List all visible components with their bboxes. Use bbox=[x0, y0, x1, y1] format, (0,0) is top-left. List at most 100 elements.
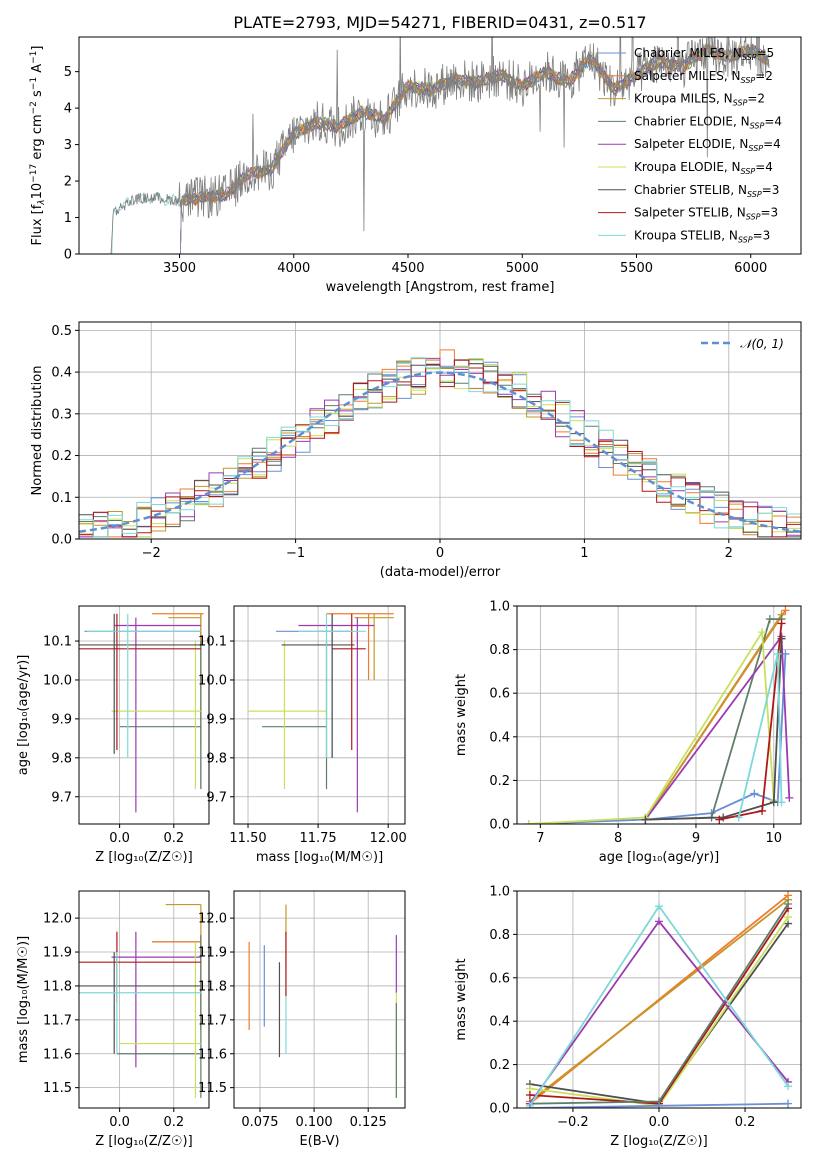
x-tick-label: 0.125 bbox=[350, 1115, 387, 1130]
errorbar-chabrier_elodie bbox=[119, 641, 202, 789]
series-marker bbox=[758, 628, 767, 637]
errorbar-salpeter_elodie bbox=[111, 931, 201, 1068]
series-marker bbox=[715, 815, 724, 824]
series-marker bbox=[655, 1101, 663, 1108]
x-tick-label: 10 bbox=[765, 831, 782, 846]
series-marker bbox=[734, 813, 743, 822]
x-tick-label: 12.00 bbox=[370, 831, 407, 846]
y-axis-label-part: λ bbox=[37, 199, 47, 205]
plot-area-residuals bbox=[79, 349, 801, 539]
y-tick-label: 0.4 bbox=[51, 366, 72, 381]
y-axis-label-part: −1 bbox=[29, 77, 39, 90]
series-line bbox=[644, 633, 791, 821]
y-tick-label: 0.4 bbox=[489, 730, 510, 745]
errorbar-salpeter_miles bbox=[152, 935, 202, 1031]
series-marker bbox=[750, 789, 759, 798]
axes-frame bbox=[516, 605, 802, 825]
legend-entry: Salpeter STELIB, NSSP=3 bbox=[634, 206, 778, 222]
series-line bbox=[529, 898, 789, 1103]
x-tick-label: 0.0 bbox=[109, 831, 130, 846]
legend-entry: Chabrier STELIB, NSSP=3 bbox=[634, 183, 779, 199]
y-axis-label: mass weight bbox=[454, 958, 469, 1040]
figure-title: PLATE=2793, MJD=54271, FIBERID=0431, z=0… bbox=[233, 13, 646, 32]
y-tick-label: 4 bbox=[64, 102, 72, 117]
errorbar-kroupa_elodie bbox=[119, 941, 201, 1098]
axes-age_vs_mass: 11.50 11.75 12.00 9.7 9.8 9.9 10.0 10.1 mass [lo… bbox=[198, 605, 407, 865]
axes-frame bbox=[78, 890, 210, 1109]
series-marker bbox=[525, 1090, 534, 1099]
y-tick-label: 0.2 bbox=[51, 449, 72, 464]
x-tick-label: 0.0 bbox=[649, 1115, 670, 1130]
y-tick-label: 11.5 bbox=[198, 1081, 227, 1096]
plots-layer: 3500 4000 4500 5000 5500 6000 0 1 2 3 4 5 wavelength… bbox=[16, 36, 802, 1149]
y-tick-label: 9.7 bbox=[206, 790, 227, 805]
errorbar-salpeter_elodie bbox=[298, 617, 375, 813]
y-tick-label: 0.6 bbox=[489, 971, 510, 986]
errorbar-kroupa_elodie bbox=[111, 641, 201, 789]
series-line bbox=[719, 623, 783, 821]
y-tick-label: 12.0 bbox=[43, 912, 72, 927]
errorbar-kroupa_stelib bbox=[298, 613, 366, 758]
legend-entry: Salpeter ELODIE, NSSP=4 bbox=[634, 137, 781, 153]
y-tick-label: 0.5 bbox=[51, 324, 72, 339]
x-tick-label: 0.075 bbox=[241, 1115, 278, 1130]
y-tick-label: 11.9 bbox=[43, 946, 72, 961]
x-tick-label: 4000 bbox=[277, 261, 310, 276]
legend-entry: Salpeter MILES, NSSP=2 bbox=[634, 69, 773, 85]
series-marker bbox=[773, 649, 782, 658]
y-axis-label: Normed distribution bbox=[30, 366, 45, 496]
legend-entry: Chabrier MILES, NSSP=5 bbox=[634, 46, 774, 62]
y-tick-label: 9.8 bbox=[51, 751, 72, 766]
y-axis-label: age [log₁₀(age/yr)] bbox=[16, 655, 31, 776]
series-marker bbox=[785, 793, 794, 802]
x-axis-label: mass [log₁₀(M/M☉)] bbox=[256, 850, 383, 865]
y-tick-label: 1.0 bbox=[489, 885, 510, 900]
legend-entry: 𝒩(0, 1) bbox=[740, 337, 784, 351]
series-marker bbox=[777, 619, 786, 628]
axes-mass_vs_ebv: 0.075 0.100 0.125 11.5 11.6 11.7 11.8 11.9 12.0 E… bbox=[198, 890, 406, 1149]
y-axis-label: Flux [fλ10−17 erg cm−2 s−1 A−1] bbox=[29, 46, 47, 246]
x-tick-label: 11.50 bbox=[229, 831, 266, 846]
y-tick-label: 5 bbox=[64, 65, 72, 80]
y-tick-label: 0.8 bbox=[489, 643, 510, 658]
series-marker bbox=[777, 634, 786, 643]
x-tick-label: 11.75 bbox=[299, 831, 336, 846]
plot-area-massweight_vs_Z bbox=[525, 891, 793, 1108]
series-marker bbox=[781, 606, 790, 615]
y-tick-label: 9.9 bbox=[206, 712, 227, 727]
y-tick-label: 10.0 bbox=[43, 673, 72, 688]
x-tick-label: 0.2 bbox=[735, 1115, 756, 1130]
series-marker bbox=[758, 806, 767, 815]
errorbar-salpeter_elodie bbox=[114, 617, 201, 813]
errorbar-salpeter_stelib bbox=[332, 613, 366, 751]
x-tick-label: −0.2 bbox=[557, 1115, 589, 1130]
y-axis-label-part: −1 bbox=[29, 51, 39, 64]
x-tick-label: 0.2 bbox=[163, 831, 184, 846]
errorbar-salpeter_stelib bbox=[79, 613, 201, 751]
errorbar-chabrier_elodie bbox=[262, 641, 328, 789]
y-tick-label: 11.5 bbox=[43, 1081, 72, 1096]
y-tick-label: 0.0 bbox=[489, 818, 510, 833]
y-tick-label: 11.8 bbox=[198, 979, 227, 994]
y-axis-label-part: erg cm bbox=[30, 114, 45, 163]
legend-entry: Kroupa STELIB, NSSP=3 bbox=[634, 228, 770, 244]
y-tick-label: 0.6 bbox=[489, 687, 510, 702]
x-tick-label: 5500 bbox=[620, 261, 653, 276]
axes-frame bbox=[516, 890, 802, 1109]
data-spectrum bbox=[110, 37, 770, 254]
y-tick-label: 11.6 bbox=[43, 1047, 72, 1062]
plot-area-mass_vs_Z bbox=[79, 903, 202, 1098]
legend-entry: Kroupa MILES, NSSP=2 bbox=[634, 92, 765, 108]
y-axis-label: mass [log₁₀(M/M☉)] bbox=[16, 936, 31, 1063]
y-tick-label: 10.0 bbox=[198, 673, 227, 688]
series-line bbox=[528, 629, 775, 824]
y-axis-label-part: −2 bbox=[29, 101, 39, 114]
errorbar-chabrier_stelib bbox=[281, 613, 355, 758]
y-tick-label: 11.7 bbox=[43, 1013, 72, 1028]
y-tick-label: 0.0 bbox=[489, 1102, 510, 1117]
errorbar-salpeter_miles bbox=[326, 613, 394, 680]
axes-frame bbox=[78, 36, 802, 255]
errorbar-kroupa_stelib bbox=[87, 613, 201, 758]
x-tick-label: 0.0 bbox=[109, 1115, 130, 1130]
y-tick-label: 10.1 bbox=[43, 635, 72, 650]
